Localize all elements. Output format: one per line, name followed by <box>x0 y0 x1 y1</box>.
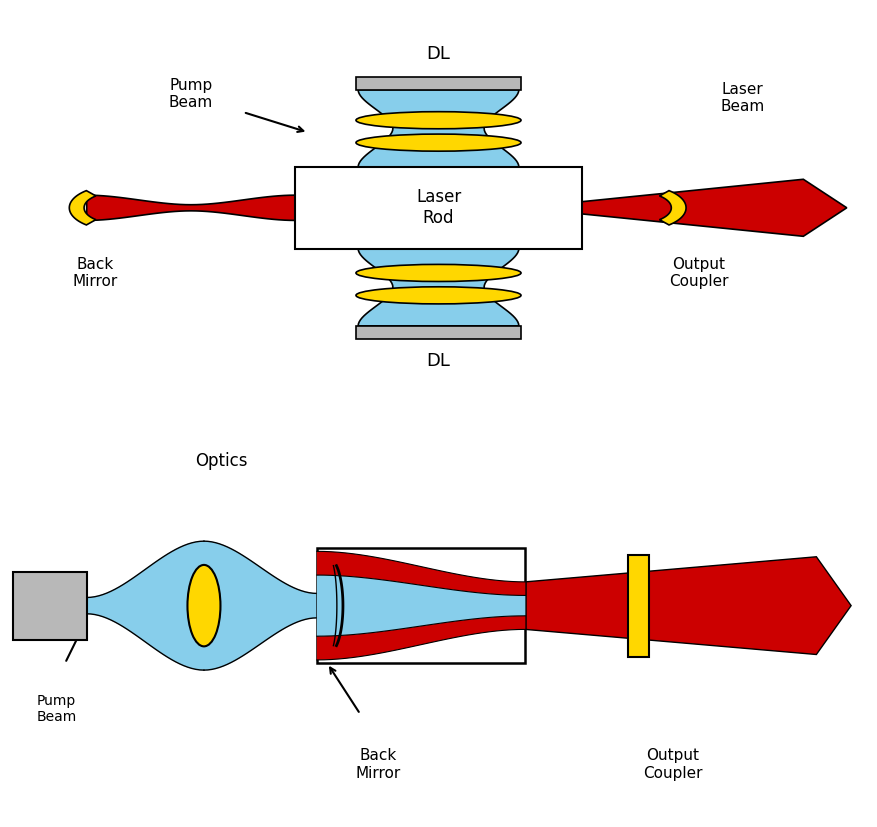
Polygon shape <box>628 555 649 657</box>
Text: DL: DL <box>426 45 451 63</box>
Text: DL: DL <box>426 352 451 370</box>
Bar <box>356 326 521 339</box>
Text: DL: DL <box>39 598 60 613</box>
Bar <box>296 203 581 213</box>
Ellipse shape <box>356 134 521 151</box>
Text: Optics: Optics <box>195 452 247 470</box>
Polygon shape <box>69 191 96 225</box>
Text: Output
Coupler: Output Coupler <box>669 256 729 289</box>
Polygon shape <box>317 616 525 660</box>
Polygon shape <box>660 191 686 225</box>
Polygon shape <box>358 89 519 167</box>
Polygon shape <box>317 552 525 595</box>
Text: Back
Mirror: Back Mirror <box>73 256 118 289</box>
Ellipse shape <box>356 265 521 281</box>
Polygon shape <box>87 541 204 670</box>
Ellipse shape <box>356 287 521 304</box>
Text: Pump
Beam: Pump Beam <box>168 78 213 110</box>
Polygon shape <box>358 249 519 326</box>
Text: Laser
Rod: Laser Rod <box>416 189 461 227</box>
Text: Pump
Beam: Pump Beam <box>36 694 76 724</box>
Polygon shape <box>581 179 847 237</box>
Polygon shape <box>525 557 851 654</box>
Polygon shape <box>317 575 525 636</box>
Polygon shape <box>87 195 296 221</box>
Bar <box>317 548 525 663</box>
Bar <box>356 77 521 89</box>
Text: Output
Coupler: Output Coupler <box>644 748 702 781</box>
Text: Laser
Beam: Laser Beam <box>720 82 765 114</box>
Polygon shape <box>204 541 317 670</box>
Ellipse shape <box>356 112 521 129</box>
Ellipse shape <box>188 565 220 647</box>
Bar <box>296 167 581 249</box>
Bar <box>13 571 87 639</box>
Text: Back
Mirror: Back Mirror <box>355 748 400 781</box>
